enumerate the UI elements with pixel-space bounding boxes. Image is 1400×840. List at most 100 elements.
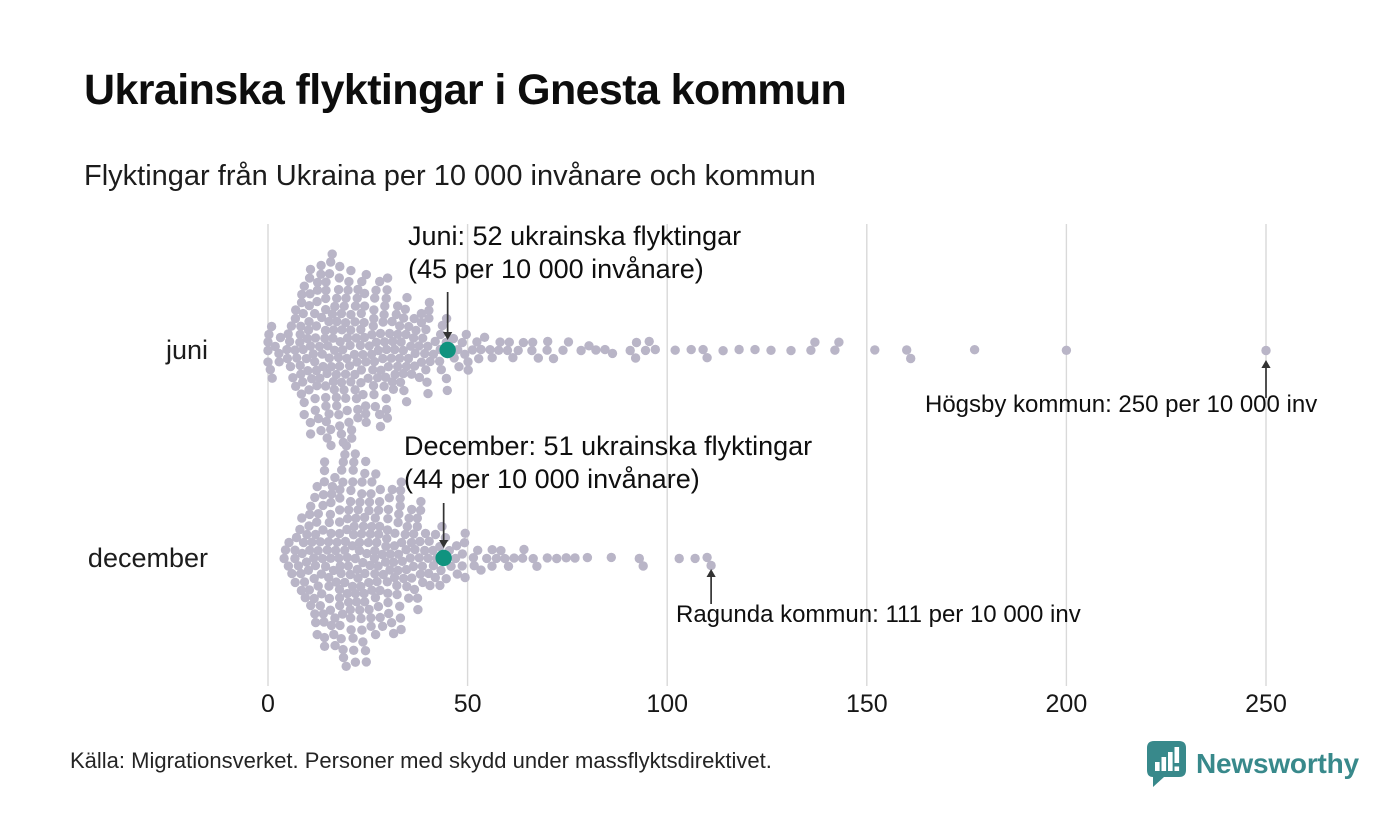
swarm-dot xyxy=(402,292,412,303)
swarm-dot xyxy=(393,565,403,576)
swarm-dot xyxy=(313,413,324,424)
swarm-dot xyxy=(361,657,371,667)
swarm-dot xyxy=(344,276,354,287)
swarm-dot xyxy=(459,538,470,548)
swarm-dot xyxy=(451,541,462,551)
swarm-dot xyxy=(423,553,433,563)
swarm-dot xyxy=(322,433,332,443)
swarm-dot xyxy=(338,652,349,663)
swarm-dot xyxy=(476,344,486,355)
swarm-dot xyxy=(830,345,840,355)
swarm-dot xyxy=(345,340,355,351)
swarm-dot xyxy=(303,565,314,575)
swarm-dot xyxy=(296,568,306,579)
swarm-dot xyxy=(375,585,385,596)
swarm-dot xyxy=(369,313,379,324)
swarm-dot xyxy=(334,517,345,527)
swarm-dot xyxy=(369,389,379,400)
chart-subtitle: Flyktingar från Ukraina per 10 000 invån… xyxy=(84,160,816,192)
swarm-dot xyxy=(718,346,728,356)
swarm-dot xyxy=(336,429,347,439)
swarm-dot xyxy=(266,321,277,332)
swarm-dot xyxy=(398,573,409,584)
swarm-dot xyxy=(517,553,528,563)
swarm-dot xyxy=(295,360,305,371)
swarm-dot xyxy=(370,513,380,523)
swarm-dot xyxy=(312,381,322,391)
swarm-dot xyxy=(634,553,644,564)
swarm-dot xyxy=(324,409,334,419)
swarm-dot xyxy=(327,309,338,319)
swarm-dot xyxy=(906,353,916,364)
swarm-dot xyxy=(324,581,334,591)
swarm-dot xyxy=(320,561,331,572)
swarm-dot xyxy=(410,544,420,555)
swarm-dot xyxy=(368,381,379,391)
swarm-dot xyxy=(902,345,912,355)
swarm-dot xyxy=(395,485,406,496)
swarm-dot xyxy=(368,321,378,331)
swarm-dot xyxy=(378,353,388,364)
swarm-dot xyxy=(600,344,610,355)
swarm-dot xyxy=(316,569,327,579)
swarm-dot xyxy=(296,389,307,399)
swarm-dot xyxy=(318,609,328,619)
swarm-dot xyxy=(326,497,336,508)
swarm-dot xyxy=(372,576,382,587)
swarm-row-juni xyxy=(263,249,1271,451)
swarm-dot xyxy=(412,521,422,532)
swarm-dot xyxy=(326,489,337,499)
swarm-dot xyxy=(335,505,345,515)
swarm-dot xyxy=(346,485,356,496)
swarm-dot xyxy=(457,561,467,571)
swarm-dot xyxy=(330,640,340,651)
swarm-dot xyxy=(360,568,370,579)
swarm-dot xyxy=(381,344,392,355)
swarm-dot xyxy=(336,634,346,644)
swarm-dot xyxy=(454,362,464,372)
swarm-dot xyxy=(734,344,744,355)
swarm-dot xyxy=(367,477,377,487)
swarm-dot xyxy=(313,546,323,556)
swarm-dot xyxy=(328,565,339,576)
swarm-dot xyxy=(292,353,302,363)
swarm-dot xyxy=(350,317,360,327)
swarm-dot xyxy=(341,393,351,403)
swarm-dot xyxy=(267,373,277,383)
swarm-dot xyxy=(834,337,844,347)
swarm-dot xyxy=(414,553,424,563)
swarm-dot xyxy=(342,588,353,599)
swarm-dot xyxy=(388,384,399,394)
annotation-ragunda-outlier: Ragunda kommun: 111 per 10 000 inv xyxy=(676,601,1081,628)
swarm-dot xyxy=(297,513,307,523)
swarm-dot xyxy=(334,584,345,595)
swarm-dot xyxy=(358,637,368,647)
swarm-dot xyxy=(319,632,330,643)
swarm-dot xyxy=(401,329,411,340)
swarm-dot xyxy=(430,572,440,583)
swarm-dot xyxy=(370,569,380,579)
swarm-dot xyxy=(332,401,342,411)
swarm-dot xyxy=(370,546,380,556)
swarm-dot xyxy=(406,537,417,548)
swarm-dot xyxy=(375,484,385,495)
swarm-dot xyxy=(558,345,568,355)
swarm-dot xyxy=(370,593,381,603)
swarm-dot xyxy=(279,553,289,564)
swarm-dot xyxy=(321,392,331,403)
swarm-dot xyxy=(430,336,440,347)
swarm-dot xyxy=(311,617,321,628)
swarm-dot xyxy=(437,320,448,331)
swarm-dot xyxy=(340,545,350,555)
swarm-dot xyxy=(702,552,712,563)
swarm-dot xyxy=(357,625,367,635)
swarm-dot xyxy=(404,321,414,332)
swarm-dot xyxy=(335,561,345,571)
swarm-dot xyxy=(423,341,433,351)
swarm-dot xyxy=(347,433,357,443)
swarm-dot xyxy=(424,313,434,323)
swarm-dot xyxy=(282,344,292,355)
swarm-dot xyxy=(404,513,414,523)
swarm-dot xyxy=(786,345,796,356)
swarm-dot xyxy=(346,265,356,276)
